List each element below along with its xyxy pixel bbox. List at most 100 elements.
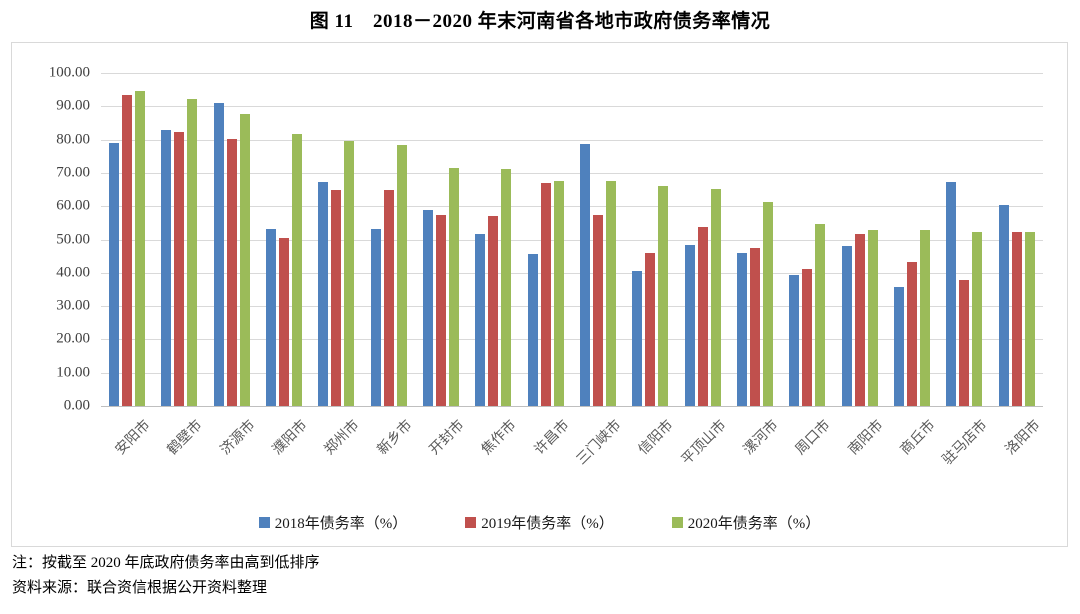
y-axis-tick-label: 60.00 — [56, 197, 90, 214]
x-axis-category-label: 商丘市 — [898, 417, 939, 459]
bar-group: 郑州市 — [318, 73, 363, 458]
gridline — [101, 339, 1043, 341]
x-axis-category-label: 濮阳市 — [270, 417, 311, 459]
legend-label: 2020年债务率（%） — [687, 516, 821, 532]
bar — [658, 185, 669, 406]
x-axis-category-label: 焦作市 — [479, 417, 520, 459]
bar-group: 焦作市 — [475, 73, 520, 458]
bar — [226, 138, 237, 406]
bar — [632, 271, 643, 406]
y-axis-tick-label: 30.00 — [56, 297, 90, 314]
bar — [540, 183, 551, 406]
gridline — [101, 206, 1043, 208]
y-axis-tick-label: 0.00 — [63, 397, 90, 414]
bar — [645, 252, 656, 406]
y-axis-tick-label: 20.00 — [56, 330, 90, 347]
y-axis-tick-label: 70.00 — [56, 164, 90, 181]
x-axis-category-label: 周口市 — [793, 417, 834, 459]
bar — [449, 167, 460, 406]
gridline — [101, 172, 1043, 174]
y-axis-tick-label: 50.00 — [56, 231, 90, 247]
bar — [815, 223, 826, 406]
bar — [580, 143, 591, 406]
bar — [946, 181, 957, 406]
bar-group: 南阳市 — [841, 73, 886, 458]
x-axis-category-label: 开封市 — [427, 417, 468, 459]
bar — [266, 228, 277, 406]
bar — [920, 229, 931, 406]
bar — [501, 168, 512, 406]
bar — [109, 143, 120, 406]
gridline — [101, 272, 1043, 274]
bar — [867, 229, 878, 406]
note-data-source: 资料来源：联合资信根据公开资料整理 — [12, 579, 268, 596]
x-axis-category-label: 三门峡市 — [574, 417, 625, 469]
x-axis-category-label: 鹤壁市 — [165, 417, 206, 459]
bar — [998, 204, 1009, 406]
note-sort-order: 注：按截至 2020 年底政府债务率由高到低排序 — [12, 555, 320, 571]
bar — [802, 268, 813, 406]
y-axis-tick-label: 40.00 — [56, 264, 90, 281]
legend-label: 2019年债务率（%） — [481, 516, 614, 532]
y-axis-tick-label: 100.00 — [48, 64, 90, 81]
bar — [135, 91, 146, 406]
bar — [763, 202, 774, 406]
bar-group: 许昌市 — [527, 73, 572, 458]
bar — [344, 141, 355, 406]
legend-swatch-icon — [465, 517, 477, 528]
bar — [841, 246, 852, 406]
bar — [606, 180, 617, 406]
bar — [331, 190, 342, 406]
bar — [894, 286, 905, 406]
gridline — [101, 73, 1043, 74]
bar-group: 三门峡市 — [574, 73, 625, 468]
bar — [318, 181, 329, 406]
bar — [737, 253, 748, 406]
chart-frame: 100.00 90.00 80.00 70.00 60.00 50.00 40.00 30.0… — [11, 42, 1068, 547]
bar — [239, 113, 250, 406]
legend-item: 2019年债务率（%） — [465, 512, 614, 533]
bar — [292, 133, 303, 406]
bar — [187, 98, 198, 406]
x-axis-category-label: 洛阳市 — [1002, 417, 1044, 459]
bar — [527, 253, 538, 406]
gridline — [101, 406, 1043, 407]
bar — [383, 189, 394, 406]
bar — [907, 262, 918, 406]
legend-item: 2020年债务率（%） — [671, 512, 821, 533]
bar — [475, 234, 486, 406]
bar — [174, 131, 185, 406]
bar — [593, 214, 604, 406]
x-axis-category-label: 郑州市 — [322, 417, 363, 459]
bar-group: 平顶山市 — [679, 73, 729, 468]
bar — [854, 233, 865, 406]
bar — [684, 244, 695, 406]
x-axis-category-label: 许昌市 — [531, 417, 573, 459]
bar — [553, 180, 564, 406]
chart-notes: 注：按截至 2020 年底政府债务率由高到低排序 资料来源：联合资信根据公开资料… — [12, 551, 320, 601]
x-axis-category-label: 平顶山市 — [678, 417, 730, 469]
bar — [370, 229, 381, 406]
bar — [423, 210, 434, 406]
bar — [279, 237, 290, 406]
bar-group: 安阳市 — [109, 73, 154, 458]
bar — [789, 274, 800, 406]
x-axis-category-label: 新乡市 — [374, 417, 416, 459]
gridline — [101, 106, 1043, 108]
bar — [1011, 231, 1022, 406]
bar-group: 信阳市 — [632, 73, 677, 458]
bar-group: 濮阳市 — [266, 73, 311, 458]
bar-group: 新乡市 — [370, 73, 415, 458]
bar — [697, 227, 708, 406]
x-axis-category-label: 漯河市 — [741, 417, 782, 459]
bar-group: 驻马店市 — [941, 73, 991, 468]
bar-group: 洛阳市 — [998, 73, 1043, 458]
bar — [959, 279, 970, 406]
chart-legend: 2018年债务率（%） 2019年债务率（%） 2020年债务率（%） — [12, 512, 1067, 533]
bar-group: 济源市 — [213, 73, 258, 458]
gridline — [101, 306, 1043, 308]
bar — [1024, 232, 1035, 406]
bar — [972, 231, 983, 406]
x-axis-category-label: 南阳市 — [845, 417, 887, 459]
bar — [750, 247, 761, 406]
